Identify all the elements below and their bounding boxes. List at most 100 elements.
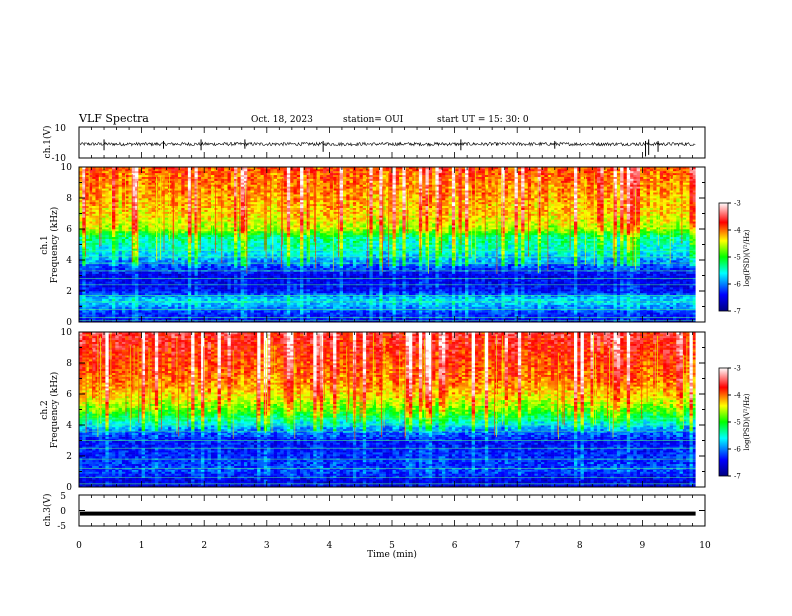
spectrogram-cell — [89, 279, 93, 281]
spectrogram-cell — [158, 299, 162, 301]
spectrogram-cell — [201, 225, 205, 227]
spectrogram-cell — [115, 192, 119, 194]
spectrogram-cell — [261, 212, 265, 214]
spectrogram-cell — [132, 169, 136, 171]
spectrogram-cell — [152, 279, 156, 281]
spectrogram-cell — [188, 299, 192, 301]
spectrogram-cell — [119, 183, 123, 185]
spectrogram-cell — [251, 276, 255, 278]
spectrogram-cell — [135, 177, 139, 179]
spectrogram-cell — [234, 248, 238, 250]
spectrogram-cell — [105, 260, 109, 262]
spectrogram-cell — [231, 281, 235, 283]
spectrogram-cell — [158, 206, 162, 208]
spectrogram-cell — [264, 210, 268, 212]
spectrogram-cell — [119, 307, 123, 309]
spectrogram-cell — [122, 252, 126, 254]
spectrogram-cell — [267, 281, 271, 283]
spectrogram-cell — [129, 246, 133, 248]
spectrogram-cell — [158, 248, 162, 250]
spectrogram-cell — [112, 268, 116, 270]
spectrogram-cell — [135, 291, 139, 293]
spectrogram-cell — [175, 227, 179, 229]
spectrogram-cell — [257, 192, 261, 194]
spectrogram-cell — [168, 283, 172, 285]
spectrogram-cell — [204, 175, 208, 177]
spectrogram-cell — [181, 200, 185, 202]
ch1-spectrogram-image — [79, 167, 705, 322]
spectrogram-cell — [86, 281, 90, 283]
spectrogram-cell — [254, 291, 258, 293]
spectrogram-cell — [178, 239, 182, 241]
spectrogram-cell — [267, 246, 271, 248]
spectrogram-cell — [241, 206, 245, 208]
spectrogram-cell — [185, 291, 189, 293]
spectrogram-cell — [228, 246, 232, 248]
spectrogram-cell — [237, 208, 241, 210]
spectrogram-cell — [175, 268, 179, 270]
spectrogram-cell — [198, 266, 202, 268]
spectrogram-cell — [165, 283, 169, 285]
spectrogram-cell — [247, 235, 251, 237]
spectrogram-cell — [152, 264, 156, 266]
spectrogram-cell — [162, 283, 166, 285]
spectrogram-cell — [191, 225, 195, 227]
spectrogram-cell — [185, 206, 189, 208]
spectrogram-cell — [214, 219, 218, 221]
spectrogram-cell — [261, 188, 265, 190]
spectrogram-cell — [138, 214, 142, 216]
spectrogram-cell — [277, 221, 281, 223]
spectrogram-cell — [204, 274, 208, 276]
spectrogram-cell — [148, 188, 152, 190]
spectrogram-cell — [224, 229, 228, 231]
spectrogram-cell — [152, 188, 156, 190]
spectrogram-cell — [129, 305, 133, 307]
spectrogram-cell — [178, 177, 182, 179]
spectrogram-cell — [201, 229, 205, 231]
spectrogram-cell — [237, 264, 241, 266]
spectrogram-cell — [201, 227, 205, 229]
spectrogram-cell — [228, 186, 232, 188]
spectrogram-cell — [109, 312, 113, 314]
spectrogram-cell — [261, 217, 265, 219]
spectrogram-cell — [152, 204, 156, 206]
spectrogram-cell — [254, 237, 258, 239]
spectrogram-cell — [171, 276, 175, 278]
spectrogram-cell — [152, 305, 156, 307]
spectrogram-cell — [267, 215, 271, 217]
spectrogram-cell — [109, 272, 113, 274]
spectrogram-cell — [89, 307, 93, 309]
spectrogram-cell — [122, 177, 126, 179]
spectrogram-cell — [208, 177, 212, 179]
spectrogram-cell — [195, 279, 199, 281]
spectrogram-cell — [109, 241, 113, 243]
spectrogram-cell — [267, 177, 271, 179]
spectrogram-cell — [257, 239, 261, 241]
spectrogram-cell — [218, 217, 222, 219]
spectrogram-cell — [142, 217, 146, 219]
spectrogram-cell — [195, 318, 199, 320]
spectrogram-cell — [214, 291, 218, 293]
spectrogram-cell — [218, 192, 222, 194]
spectrogram-cell — [178, 281, 182, 283]
spectrogram-cell — [142, 318, 146, 320]
spectrogram-cell — [122, 241, 126, 243]
spectrogram-cell — [165, 260, 169, 262]
spectrogram-cell — [158, 210, 162, 212]
spectrogram-cell — [241, 204, 245, 206]
spectrogram-cell — [228, 177, 232, 179]
spectrogram-cell — [92, 258, 96, 260]
spectrogram-cell — [185, 190, 189, 192]
spectrogram-cell — [142, 169, 146, 171]
spectrogram-cell — [267, 190, 271, 192]
spectrogram-cell — [86, 252, 90, 254]
spectrogram-cell — [208, 285, 212, 287]
spectrogram-cell — [247, 237, 251, 239]
spectrogram-cell — [122, 279, 126, 281]
spectrogram-cell — [274, 303, 278, 305]
spectrogram-cell — [277, 227, 281, 229]
spectrogram-cell — [201, 252, 205, 254]
spectrogram-cell — [224, 210, 228, 212]
spectrogram-cell — [165, 272, 169, 274]
spectrogram-cell — [105, 310, 109, 312]
